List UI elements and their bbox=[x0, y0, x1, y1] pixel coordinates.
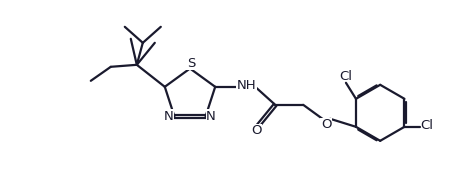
Text: S: S bbox=[187, 56, 195, 70]
Text: Cl: Cl bbox=[420, 119, 433, 132]
Text: O: O bbox=[251, 124, 261, 137]
Text: Cl: Cl bbox=[339, 70, 352, 83]
Text: N: N bbox=[164, 110, 174, 123]
Text: O: O bbox=[321, 118, 332, 131]
Text: NH: NH bbox=[236, 79, 256, 92]
Text: N: N bbox=[206, 110, 216, 123]
